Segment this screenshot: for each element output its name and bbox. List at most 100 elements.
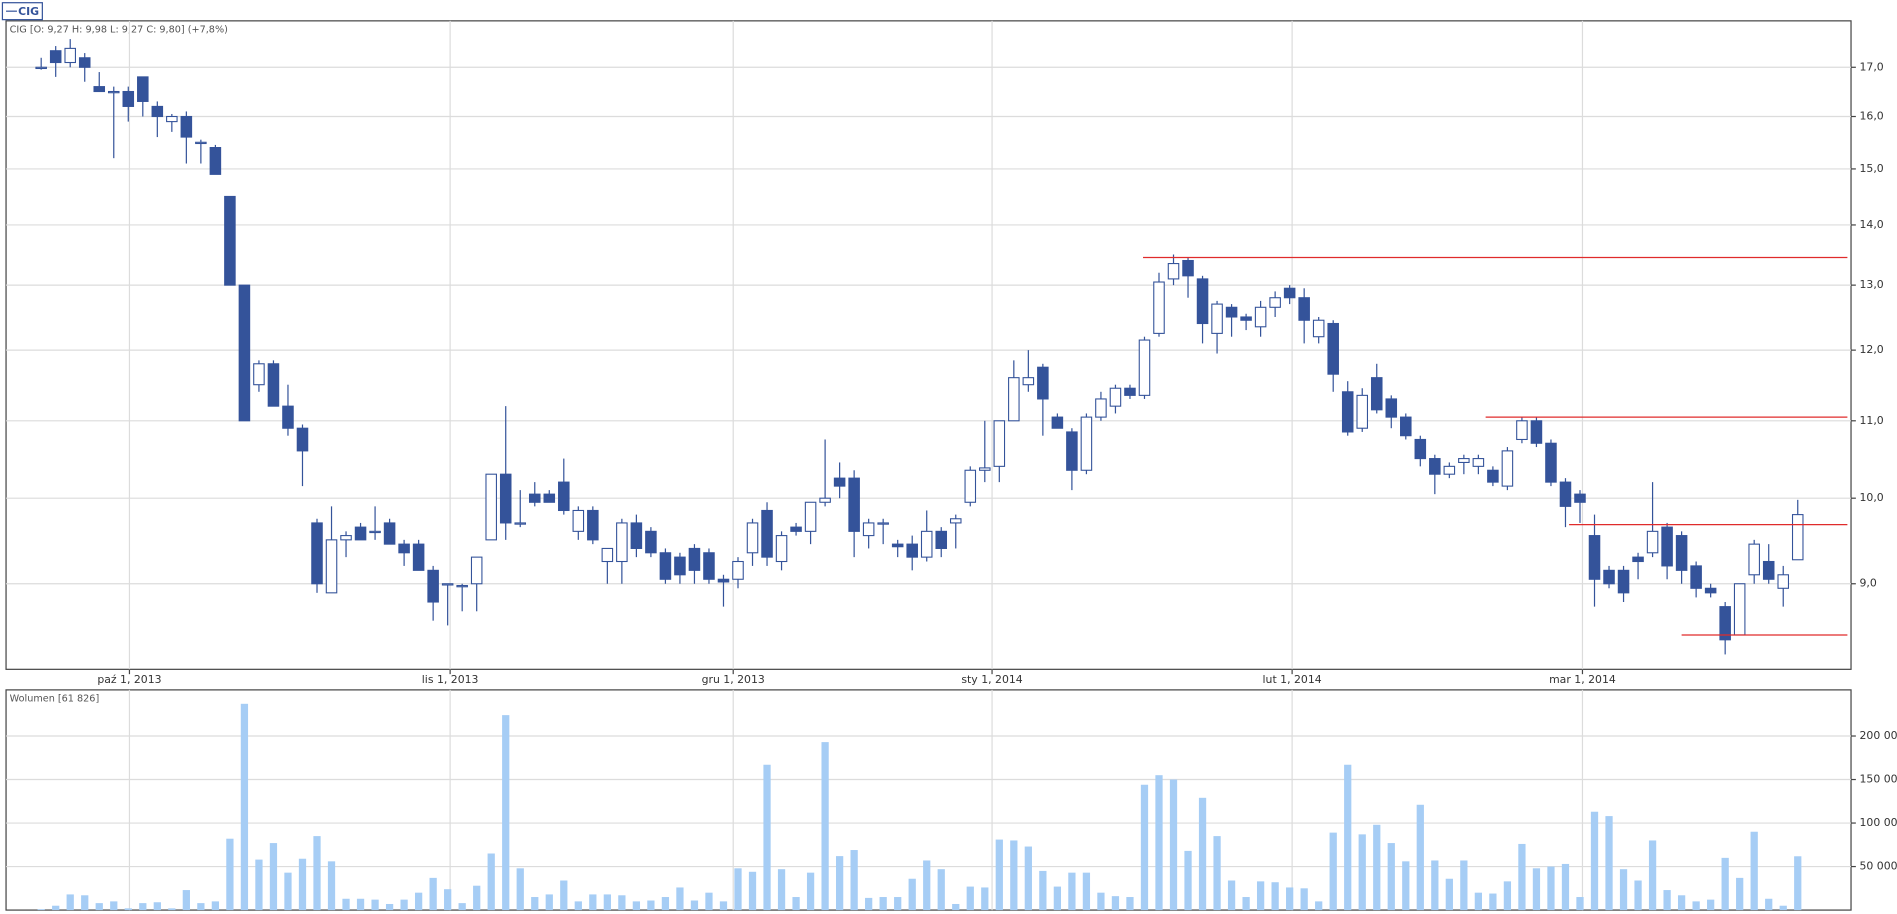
- candle-body: [746, 522, 759, 554]
- volume-bar: [1736, 877, 1744, 911]
- volume-bar: [1097, 892, 1105, 911]
- volume-bar: [1198, 797, 1207, 911]
- candle-body: [325, 539, 338, 594]
- volume-bar: [269, 843, 278, 911]
- candle-body: [1675, 535, 1688, 571]
- volume-bar: [1532, 868, 1541, 911]
- candle-body: [862, 522, 875, 537]
- volume-bar: [1779, 905, 1787, 911]
- volume-bar: [850, 850, 858, 911]
- candle-body: [804, 501, 817, 532]
- candle-body: [558, 481, 570, 512]
- volume-bar: [1184, 850, 1192, 911]
- x-tick-label: lut 1, 2014: [1263, 673, 1322, 686]
- candle-body: [93, 86, 106, 93]
- candle-body: [1225, 306, 1238, 318]
- candle-body: [1603, 569, 1615, 585]
- candle-body: [369, 530, 381, 534]
- volume-bar: [1315, 901, 1323, 911]
- volume-bar: [1634, 880, 1642, 911]
- candle-body: [1617, 569, 1630, 594]
- candle-body: [1400, 416, 1412, 437]
- volume-bar: [1373, 824, 1381, 911]
- candle-body: [819, 497, 831, 503]
- candle-body: [833, 477, 846, 487]
- volume-bar: [139, 903, 147, 911]
- volume-bar: [226, 838, 234, 911]
- candle-body: [427, 569, 439, 603]
- candle-body: [398, 543, 410, 554]
- y-tick-label: 11,0: [1859, 414, 1883, 427]
- candle-body: [35, 66, 47, 70]
- y-tick-label: 17,0: [1859, 60, 1883, 73]
- candle-body: [906, 543, 918, 558]
- candle-body: [151, 105, 164, 118]
- volume-bar: [1445, 878, 1453, 911]
- volume-bar: [1344, 764, 1352, 911]
- volume-bar: [1068, 872, 1076, 911]
- candle-body: [1095, 398, 1107, 418]
- volume-bar: [792, 897, 800, 911]
- candle-body: [1254, 306, 1267, 328]
- volume-bar: [632, 901, 641, 911]
- volume-bar: [894, 897, 902, 911]
- volume-bar: [1692, 901, 1700, 911]
- volume-bar: [502, 715, 510, 911]
- volume-bar: [327, 861, 336, 911]
- candle-body: [732, 560, 744, 580]
- volume-bar: [1460, 860, 1468, 911]
- candle-body: [703, 552, 715, 580]
- candle-body: [717, 578, 730, 583]
- volume-bar: [240, 703, 249, 911]
- volume-bar: [531, 897, 539, 911]
- volume-bar: [1271, 882, 1279, 911]
- y-tick-label: 14,0: [1859, 218, 1883, 231]
- y-tick-label: 13,0: [1859, 278, 1883, 291]
- candle-body: [1109, 387, 1122, 407]
- volume-bar: [981, 887, 989, 911]
- candle-body: [64, 47, 76, 64]
- candle-body: [1443, 465, 1456, 475]
- candle-body: [920, 530, 933, 558]
- volume-bar: [284, 872, 292, 911]
- volume-bar: [1576, 897, 1584, 911]
- volume-bar: [1474, 892, 1483, 911]
- candle-body: [1429, 458, 1441, 475]
- candle-body: [1022, 377, 1035, 386]
- volume-bar: [211, 901, 220, 911]
- volume-bar: [153, 902, 161, 911]
- candle-body: [1574, 493, 1586, 503]
- y-tick-label: 15,0: [1859, 162, 1883, 175]
- volume-bar: [1765, 898, 1773, 911]
- volume-bar: [1794, 856, 1802, 911]
- candle-body: [514, 522, 527, 525]
- candle-body: [674, 556, 686, 576]
- volume-bar: [1024, 846, 1032, 911]
- y-tick-label: 9,0: [1859, 577, 1876, 590]
- volume-bar: [1707, 899, 1715, 911]
- volume-bar: [647, 900, 655, 911]
- x-tick-label: mar 1, 2014: [1549, 673, 1616, 686]
- candle-body: [1501, 450, 1514, 487]
- candle-body: [1008, 377, 1020, 422]
- volume-bar: [1256, 881, 1265, 911]
- candle-body: [616, 522, 628, 563]
- candle-body: [195, 141, 207, 145]
- candle-body: [949, 518, 962, 524]
- volume-bar: [545, 894, 553, 911]
- volume-bar: [1561, 863, 1570, 911]
- candle-body: [630, 522, 643, 549]
- candle-body: [107, 90, 120, 94]
- volume-bar: [1242, 897, 1250, 911]
- volume-bar: [661, 897, 670, 911]
- candle-body: [1690, 565, 1702, 589]
- volume-bar: [1053, 886, 1062, 911]
- candle-body: [1240, 316, 1252, 321]
- candle-body: [354, 526, 367, 541]
- y2-tick-label: 150 000: [1859, 773, 1897, 786]
- volume-bar: [676, 887, 684, 911]
- candle-body: [296, 427, 309, 452]
- volume-bar: [1677, 895, 1686, 911]
- volume-bar: [1126, 897, 1134, 911]
